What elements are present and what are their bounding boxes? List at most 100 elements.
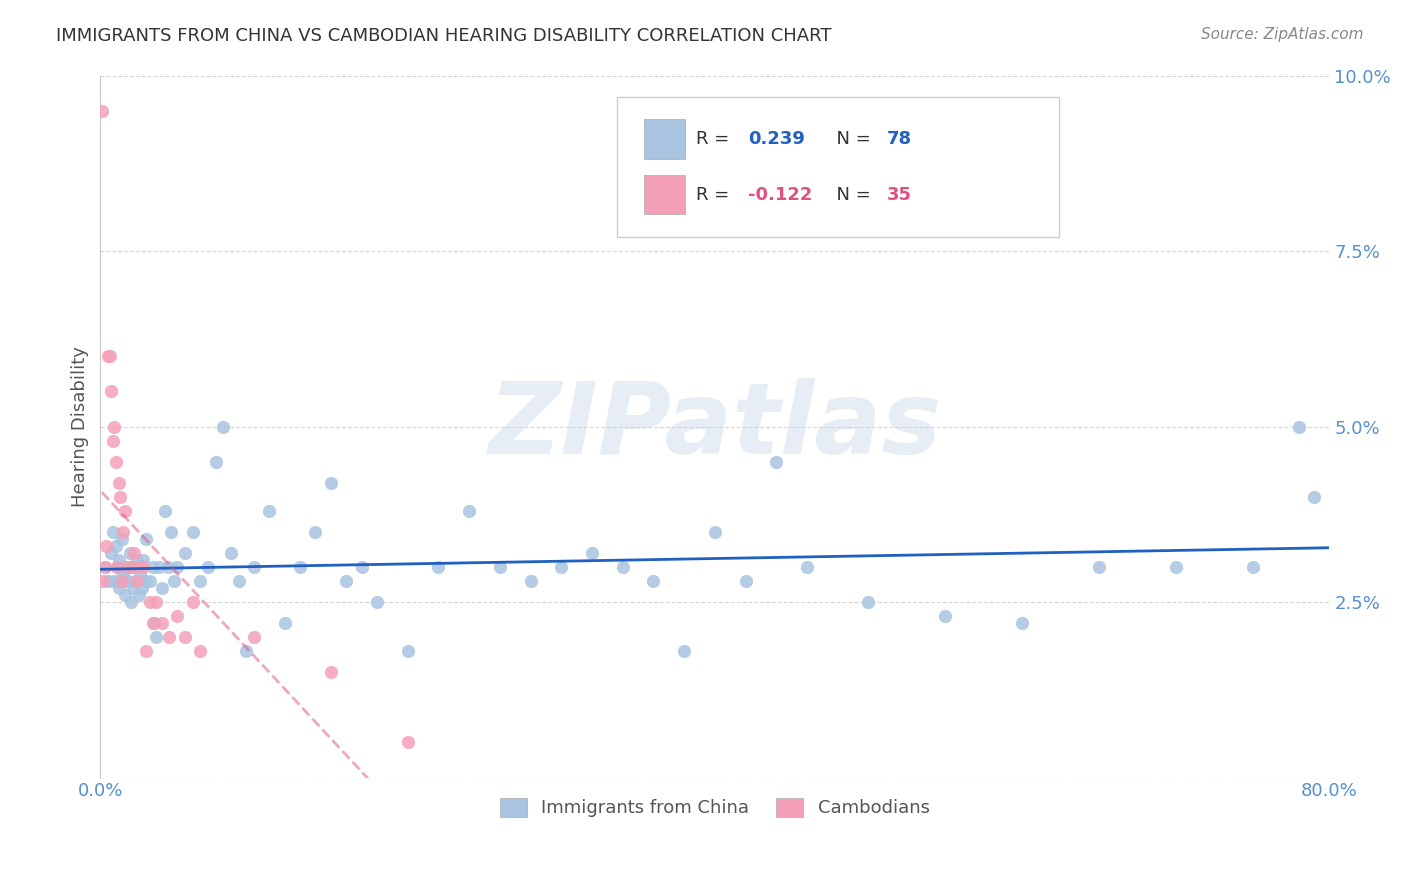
Point: [734, 574, 756, 588]
FancyBboxPatch shape: [644, 120, 685, 159]
Point: [94, 560, 117, 574]
Point: [132, 553, 155, 567]
FancyBboxPatch shape: [644, 175, 685, 214]
Point: [703, 524, 725, 539]
Y-axis label: Hearing Disability: Hearing Disability: [72, 346, 89, 507]
Point: [160, 524, 183, 539]
Point: [134, 574, 156, 588]
Point: [110, 490, 132, 504]
Point: [142, 560, 165, 574]
Point: [1288, 419, 1310, 434]
Point: [458, 504, 481, 518]
Text: 78: 78: [887, 130, 912, 148]
Point: [90, 103, 112, 118]
Text: 35: 35: [887, 186, 912, 203]
Point: [173, 546, 195, 560]
Point: [427, 560, 450, 574]
Point: [127, 553, 149, 567]
Point: [396, 735, 419, 749]
Point: [129, 560, 152, 574]
Point: [107, 581, 129, 595]
Point: [319, 475, 342, 490]
Point: [101, 524, 124, 539]
Point: [1241, 560, 1264, 574]
Point: [131, 581, 153, 595]
Point: [181, 595, 204, 609]
Point: [519, 574, 541, 588]
Point: [105, 560, 128, 574]
Point: [396, 644, 419, 658]
Point: [1088, 560, 1111, 574]
Point: [98, 349, 121, 363]
FancyBboxPatch shape: [617, 96, 1059, 237]
Point: [235, 644, 257, 658]
Point: [166, 560, 188, 574]
Point: [111, 574, 134, 588]
Point: [204, 455, 226, 469]
Point: [114, 504, 136, 518]
Text: R =: R =: [696, 130, 735, 148]
Point: [159, 630, 181, 644]
Point: [304, 524, 326, 539]
Point: [1303, 490, 1326, 504]
Point: [228, 574, 250, 588]
Point: [148, 560, 170, 574]
Point: [103, 419, 125, 434]
Point: [107, 475, 129, 490]
Point: [125, 574, 148, 588]
Point: [129, 566, 152, 581]
Point: [1164, 560, 1187, 574]
Text: -0.122: -0.122: [748, 186, 813, 203]
Point: [163, 574, 186, 588]
Point: [142, 616, 165, 631]
Text: N =: N =: [825, 130, 877, 148]
Point: [117, 574, 139, 588]
Point: [127, 574, 149, 588]
Point: [105, 560, 128, 574]
Point: [128, 588, 150, 602]
Point: [104, 455, 127, 469]
Point: [366, 595, 388, 609]
Point: [612, 560, 634, 574]
Text: R =: R =: [696, 186, 735, 203]
Point: [121, 581, 143, 595]
Point: [100, 384, 122, 399]
Point: [100, 546, 122, 560]
Point: [350, 560, 373, 574]
Point: [145, 630, 167, 644]
Text: IMMIGRANTS FROM CHINA VS CAMBODIAN HEARING DISABILITY CORRELATION CHART: IMMIGRANTS FROM CHINA VS CAMBODIAN HEARI…: [56, 27, 832, 45]
Point: [145, 595, 167, 609]
Point: [93, 574, 115, 588]
Point: [122, 546, 145, 560]
Point: [97, 349, 120, 363]
Point: [115, 560, 138, 574]
Point: [243, 560, 266, 574]
Point: [138, 574, 160, 588]
Point: [188, 644, 211, 658]
Point: [118, 546, 141, 560]
Point: [112, 566, 135, 581]
Point: [796, 560, 818, 574]
Point: [150, 616, 173, 631]
Point: [212, 419, 235, 434]
Point: [111, 532, 134, 546]
Point: [488, 560, 510, 574]
Point: [259, 504, 281, 518]
Point: [765, 455, 787, 469]
Point: [135, 532, 157, 546]
Point: [166, 609, 188, 624]
Text: 0.239: 0.239: [748, 130, 804, 148]
Point: [643, 574, 665, 588]
Point: [550, 560, 572, 574]
Text: Source: ZipAtlas.com: Source: ZipAtlas.com: [1201, 27, 1364, 42]
Point: [858, 595, 880, 609]
Point: [110, 574, 132, 588]
Point: [101, 434, 124, 448]
Point: [335, 574, 357, 588]
Point: [117, 560, 139, 574]
Point: [112, 524, 135, 539]
Point: [150, 581, 173, 595]
Point: [122, 560, 145, 574]
Point: [156, 560, 179, 574]
Point: [120, 560, 142, 574]
